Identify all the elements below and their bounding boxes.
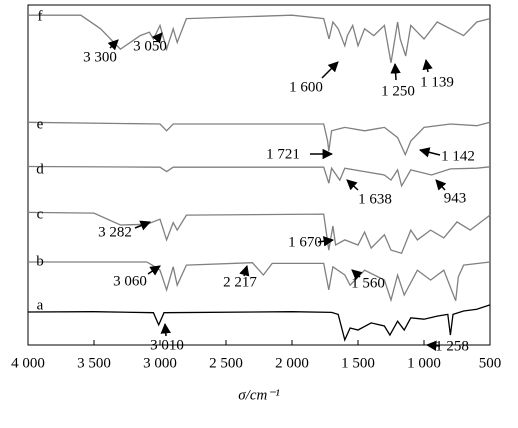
annotation-arrow xyxy=(239,264,250,277)
annotation-arrow xyxy=(317,236,335,247)
x-axis-label: σ/cm⁻¹ xyxy=(238,387,280,403)
spectrum-line xyxy=(27,165,491,188)
peak-annotation: 1 600 xyxy=(289,79,323,95)
annotation-arrow xyxy=(151,32,163,44)
series-label: d xyxy=(36,161,44,177)
peak-annotation: 1 638 xyxy=(358,191,392,207)
annotation-arrow xyxy=(425,340,441,351)
x-tick-label: 2 000 xyxy=(275,355,309,371)
x-tick-label: 1 500 xyxy=(341,355,375,371)
peak-annotation: 943 xyxy=(444,190,467,206)
plot-frame xyxy=(27,4,491,346)
annotation-arrow xyxy=(390,62,401,81)
peak-annotation: 3 300 xyxy=(83,49,117,65)
series-label: a xyxy=(37,297,44,313)
peak-annotation: 1 721 xyxy=(266,146,300,162)
series-label: e xyxy=(37,116,44,132)
annotation-arrow xyxy=(418,147,441,158)
series-label: c xyxy=(37,206,44,222)
x-tick-label: 1 000 xyxy=(407,355,441,371)
annotation-arrow xyxy=(134,220,151,231)
annotation-arrow xyxy=(160,322,172,337)
annotation-arrow xyxy=(147,265,161,276)
spectrum-line xyxy=(27,211,491,254)
annotation-arrow xyxy=(351,269,363,281)
peak-annotation: 1 670 xyxy=(288,234,322,250)
x-tick-label: 3 000 xyxy=(143,355,177,371)
peak-annotation: 1 250 xyxy=(381,83,415,99)
peak-annotation: 3 010 xyxy=(150,337,184,353)
x-tick-label: 4 000 xyxy=(11,355,45,371)
annotation-arrow xyxy=(107,39,119,51)
x-tick-label: 2 500 xyxy=(209,355,243,371)
peak-annotation: 3 282 xyxy=(98,224,132,240)
x-tick-label: 3 500 xyxy=(77,355,111,371)
series-label: b xyxy=(36,253,44,269)
annotation-arrow xyxy=(346,179,359,191)
spectrum-line xyxy=(27,121,491,157)
peak-annotation: 1 142 xyxy=(441,148,475,164)
peak-annotation: 1 560 xyxy=(351,275,385,291)
peak-annotation: 1 258 xyxy=(435,338,469,354)
peak-annotation: 1 139 xyxy=(420,74,454,90)
series-label: f xyxy=(38,8,43,24)
spectrum-line xyxy=(28,261,491,303)
annotation-arrow xyxy=(435,179,447,191)
annotation-arrow xyxy=(321,61,339,79)
peak-annotation: 2 217 xyxy=(223,274,257,290)
annotation-arrow xyxy=(422,58,433,73)
x-tick-label: 500 xyxy=(479,355,502,371)
peak-annotation: 3 060 xyxy=(113,273,147,289)
peak-annotation: 3 050 xyxy=(133,38,167,54)
spectrum-line xyxy=(27,304,491,342)
